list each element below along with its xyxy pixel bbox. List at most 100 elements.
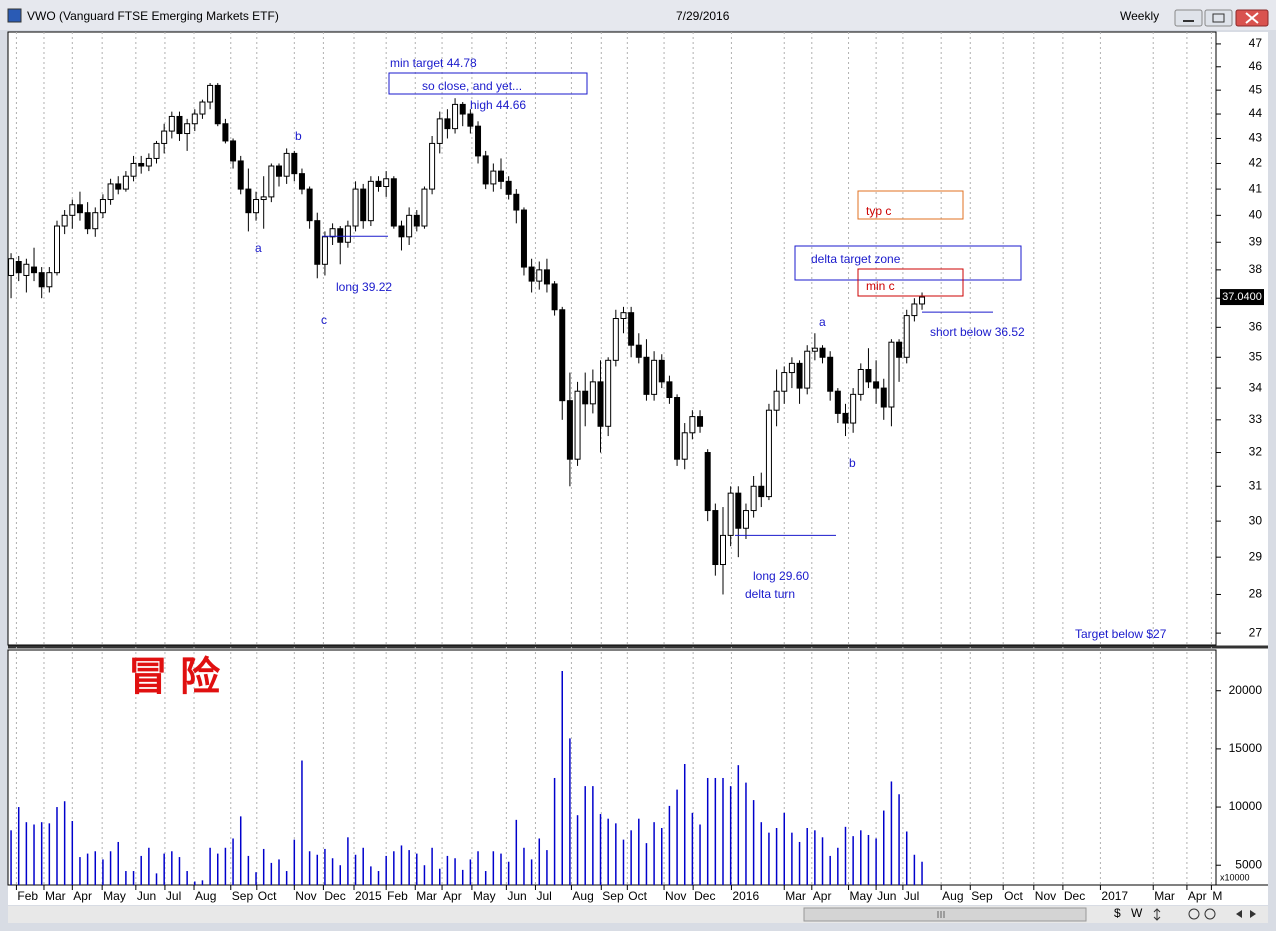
x-tick-label: Aug <box>195 889 216 903</box>
y-tick-label: 42 <box>1249 156 1263 170</box>
candle-body <box>566 400 573 460</box>
annotation: so close, and yet... <box>422 79 522 93</box>
candle-body <box>53 225 60 274</box>
candle-body <box>896 341 903 358</box>
x-tick-label: Dec <box>1064 889 1085 903</box>
candle-body <box>850 393 857 424</box>
title-bar <box>0 0 1276 30</box>
x-tick-label: Mar <box>45 889 66 903</box>
candle-body <box>697 416 704 427</box>
x-tick-label: Dec <box>694 889 715 903</box>
candle-body <box>421 188 428 227</box>
candle-body <box>352 188 359 227</box>
candle-body <box>773 390 780 411</box>
y-tick-label: 43 <box>1249 131 1263 145</box>
candle-body <box>497 170 504 182</box>
candle-body <box>161 130 168 144</box>
chart-area <box>8 32 1268 905</box>
candle-body <box>452 103 459 130</box>
candle-body <box>651 359 658 395</box>
wave-label: a <box>255 241 262 255</box>
annotation: min c <box>866 279 895 293</box>
candle-body <box>865 368 872 383</box>
toolbar-button[interactable]: W <box>1131 906 1143 920</box>
y-tick-label: 46 <box>1249 59 1263 73</box>
x-tick-label: Sep <box>602 889 624 903</box>
candle-body <box>720 534 727 566</box>
y-tick-label: 32 <box>1249 445 1263 459</box>
x-tick-label: Jun <box>877 889 896 903</box>
candle-body <box>253 199 260 214</box>
candle-body <box>99 199 106 214</box>
candle-body <box>520 209 527 268</box>
scroll-arrows[interactable] <box>1236 910 1256 918</box>
price-panel <box>7 31 1217 646</box>
x-tick-label: Nov <box>665 889 686 903</box>
last-price-label: 37.0400 <box>1222 291 1262 303</box>
axis-unit: x10000 <box>1220 872 1250 882</box>
candle-body <box>903 315 910 358</box>
candle-body <box>398 225 405 238</box>
candle-body <box>574 390 581 460</box>
candle-body <box>115 183 122 190</box>
candle-body <box>168 115 175 132</box>
candle-body <box>268 165 275 198</box>
x-tick-label: Apr <box>1188 889 1207 903</box>
zoom-in[interactable] <box>1204 908 1216 920</box>
candle-body <box>712 510 719 566</box>
candle-body <box>291 152 298 175</box>
candle-body <box>658 359 665 383</box>
y-tick-label: 47 <box>1249 36 1263 50</box>
toolbar-button[interactable]: $ <box>1114 906 1121 920</box>
y-tick-label: 41 <box>1249 181 1263 195</box>
window-period: Weekly <box>1120 9 1159 23</box>
toolbar-icon[interactable] <box>1153 908 1161 921</box>
y-tick-label: 45 <box>1249 82 1263 96</box>
candle-body <box>796 362 803 389</box>
candle-body <box>873 381 880 389</box>
candle-body <box>314 220 321 265</box>
wave-label: a <box>819 315 826 329</box>
minimize-button[interactable] <box>1174 9 1203 27</box>
scrollbar-thumb[interactable] <box>803 907 1087 922</box>
annotations: a b c long 39.22 min target 44.78 so clo… <box>128 56 1167 700</box>
y-tick-label: 30 <box>1249 513 1263 527</box>
x-tick-label: Mar <box>1154 889 1175 903</box>
candle-body <box>92 212 99 230</box>
candle-body <box>321 236 328 265</box>
x-tick-label: 2016 <box>732 889 759 903</box>
candle-body <box>444 118 451 130</box>
candle-body <box>69 204 76 216</box>
candle-body <box>230 140 237 162</box>
candle-body <box>306 188 313 222</box>
x-tick-label: 2017 <box>1101 889 1128 903</box>
window-title: VWO (Vanguard FTSE Emerging Markets ETF) <box>27 9 279 23</box>
candle-body <box>582 390 589 405</box>
candle-body <box>919 296 926 305</box>
zoom-out[interactable] <box>1188 908 1200 920</box>
candle-body <box>145 157 152 167</box>
annotation-box <box>857 268 964 297</box>
candle-body <box>727 492 734 536</box>
x-tick-label: May <box>103 889 126 903</box>
y-tick-label: 33 <box>1249 412 1263 426</box>
candle-body <box>84 212 91 230</box>
annotation-box <box>794 245 1022 281</box>
candle-body <box>199 101 206 115</box>
candle-body <box>528 266 535 282</box>
candle-body <box>513 193 520 211</box>
candle-body <box>475 125 482 157</box>
candle-body <box>559 309 566 402</box>
x-tick-label: Nov <box>295 889 316 903</box>
candle-body <box>589 381 596 405</box>
candle-body <box>298 173 305 190</box>
maximize-button[interactable] <box>1204 9 1233 27</box>
candle-body <box>750 485 757 512</box>
annotation: Target below $27 <box>1075 627 1167 641</box>
candle-body <box>781 372 788 392</box>
candle-body <box>38 272 45 288</box>
candle-body <box>857 368 864 395</box>
y-tick-label: 31 <box>1249 478 1263 492</box>
candle-body <box>834 390 841 414</box>
candle-body <box>459 103 466 115</box>
